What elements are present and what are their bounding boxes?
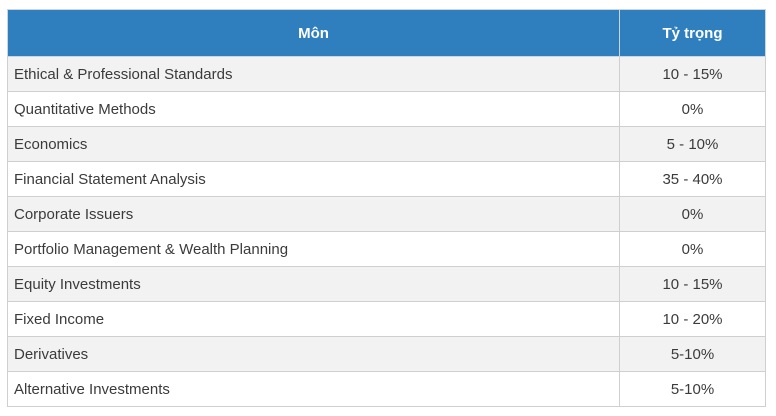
subject-cell: Corporate Issuers: [7, 196, 620, 232]
table-row: Financial Statement Analysis 35 - 40%: [7, 161, 766, 197]
exam-weights-table: Môn Tỷ trọng Ethical & Professional Stan…: [7, 9, 766, 407]
subject-cell: Ethical & Professional Standards: [7, 56, 620, 92]
subject-cell: Fixed Income: [7, 301, 620, 337]
weight-cell: 5 - 10%: [619, 126, 766, 162]
table-row: Portfolio Management & Wealth Planning 0…: [7, 231, 766, 267]
weight-cell: 0%: [619, 231, 766, 267]
table-row: Economics 5 - 10%: [7, 126, 766, 162]
subject-cell: Equity Investments: [7, 266, 620, 302]
weight-cell: 0%: [619, 196, 766, 232]
table-row: Ethical & Professional Standards 10 - 15…: [7, 56, 766, 92]
table-row: Alternative Investments 5-10%: [7, 371, 766, 407]
weight-cell: 10 - 15%: [619, 266, 766, 302]
table-row: Derivatives 5-10%: [7, 336, 766, 372]
subject-cell: Economics: [7, 126, 620, 162]
weight-cell: 10 - 20%: [619, 301, 766, 337]
weight-cell: 10 - 15%: [619, 56, 766, 92]
table-body: Ethical & Professional Standards 10 - 15…: [7, 56, 766, 407]
table-row: Corporate Issuers 0%: [7, 196, 766, 232]
header-row: Môn Tỷ trọng: [7, 9, 766, 57]
table-row: Equity Investments 10 - 15%: [7, 266, 766, 302]
header-weight: Tỷ trọng: [619, 9, 766, 57]
table-row: Fixed Income 10 - 20%: [7, 301, 766, 337]
table-row: Quantitative Methods 0%: [7, 91, 766, 127]
subject-cell: Derivatives: [7, 336, 620, 372]
weight-cell: 35 - 40%: [619, 161, 766, 197]
weight-cell: 5-10%: [619, 371, 766, 407]
header-subject: Môn: [7, 9, 620, 57]
subject-cell: Quantitative Methods: [7, 91, 620, 127]
subject-cell: Alternative Investments: [7, 371, 620, 407]
weight-cell: 5-10%: [619, 336, 766, 372]
subject-cell: Portfolio Management & Wealth Planning: [7, 231, 620, 267]
weight-cell: 0%: [619, 91, 766, 127]
subject-cell: Financial Statement Analysis: [7, 161, 620, 197]
table-header: Môn Tỷ trọng: [7, 9, 766, 57]
weights-table-container: Môn Tỷ trọng Ethical & Professional Stan…: [7, 9, 766, 407]
